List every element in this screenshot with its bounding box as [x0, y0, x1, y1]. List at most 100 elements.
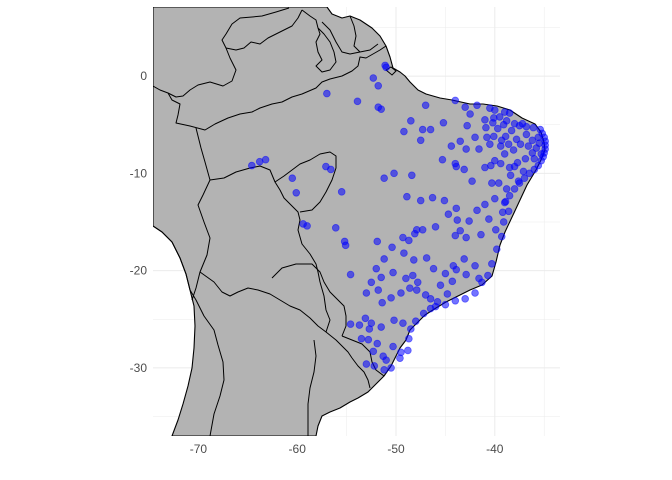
observation-point — [373, 339, 382, 348]
observation-point — [390, 169, 398, 178]
observation-point — [382, 356, 390, 364]
observation-point — [484, 271, 492, 280]
y-axis: 0 -10 -20 -30 — [130, 69, 148, 375]
observation-point — [486, 140, 494, 148]
observation-point — [346, 320, 355, 328]
y-tick-label: -10 — [130, 166, 148, 180]
observation-point — [466, 110, 474, 118]
observation-point — [372, 264, 381, 273]
observation-point — [494, 179, 503, 187]
observation-point — [475, 145, 483, 153]
observation-point — [410, 229, 419, 238]
observation-point — [452, 162, 461, 171]
x-tick-label: -60 — [289, 442, 307, 456]
observation-point — [355, 321, 364, 329]
observation-point — [448, 277, 457, 286]
observation-point — [529, 123, 538, 132]
observation-point — [501, 197, 510, 206]
observation-point — [327, 165, 335, 174]
observation-point — [451, 296, 460, 305]
y-tick-label: -20 — [130, 264, 148, 278]
observation-point — [488, 260, 496, 268]
observation-point — [397, 289, 405, 297]
observation-point — [490, 114, 498, 122]
observation-point — [399, 233, 407, 242]
observation-point — [337, 188, 346, 196]
observation-point — [481, 116, 489, 124]
observation-point — [451, 231, 460, 240]
observation-point — [487, 161, 495, 170]
observation-point — [426, 125, 435, 134]
observation-point — [475, 274, 483, 283]
observation-point — [407, 117, 415, 125]
observation-point — [451, 96, 460, 105]
observation-point — [377, 273, 385, 282]
observation-point — [418, 125, 427, 134]
observation-point — [530, 154, 539, 163]
observation-point — [482, 123, 490, 132]
observation-point — [421, 101, 430, 110]
observation-point — [369, 347, 378, 356]
observation-point — [374, 286, 383, 294]
observation-point — [490, 132, 498, 141]
x-axis: -70 -60 -50 -40 — [190, 442, 504, 456]
observation-point — [502, 185, 511, 193]
observation-point — [380, 174, 388, 183]
observation-point — [463, 121, 471, 130]
observation-point — [288, 174, 297, 183]
observation-point — [447, 142, 456, 150]
observation-point — [471, 133, 479, 142]
observation-point — [471, 289, 479, 297]
observation-point — [504, 140, 513, 148]
observation-point — [303, 222, 311, 230]
observation-point — [412, 286, 421, 294]
observation-point — [380, 255, 388, 263]
observation-point — [400, 249, 408, 257]
observation-point — [369, 74, 378, 82]
y-tick-label: 0 — [140, 69, 147, 83]
observation-point — [491, 225, 500, 234]
observation-point — [534, 133, 543, 142]
observation-point — [449, 261, 458, 270]
observation-point — [397, 348, 405, 357]
observation-point — [411, 317, 420, 326]
observation-point — [365, 325, 374, 333]
observation-point — [400, 127, 408, 136]
x-tick-label: -40 — [486, 442, 504, 456]
observation-point — [492, 245, 501, 254]
observation-point — [456, 226, 465, 235]
observation-point — [387, 294, 395, 302]
observation-point — [488, 179, 496, 187]
observation-point — [439, 118, 448, 127]
observation-point — [496, 159, 505, 168]
observation-point — [512, 135, 521, 144]
observation-point — [443, 290, 452, 298]
observation-point — [471, 261, 479, 270]
observation-point — [491, 194, 499, 203]
observation-point — [510, 185, 519, 193]
observation-point — [473, 101, 481, 110]
observation-point — [408, 171, 416, 180]
observation-point — [380, 366, 388, 374]
observation-point — [537, 150, 546, 158]
observation-point — [441, 300, 450, 309]
observation-point — [402, 274, 410, 283]
observation-point — [388, 243, 396, 252]
observation-point — [261, 155, 270, 164]
observation-point — [477, 230, 485, 239]
observation-point — [522, 130, 531, 139]
observation-point — [428, 193, 437, 202]
observation-point — [497, 232, 506, 241]
observation-point — [419, 309, 428, 318]
observation-point — [460, 255, 468, 263]
x-tick-label: -50 — [387, 442, 405, 456]
observation-point — [518, 119, 527, 128]
observation-point — [485, 215, 493, 223]
observation-point — [493, 124, 502, 133]
observation-point — [362, 360, 371, 368]
observation-point — [461, 103, 469, 111]
observation-point — [361, 314, 370, 323]
observation-point — [247, 161, 256, 170]
observation-point — [524, 142, 533, 150]
observation-point — [444, 210, 453, 219]
